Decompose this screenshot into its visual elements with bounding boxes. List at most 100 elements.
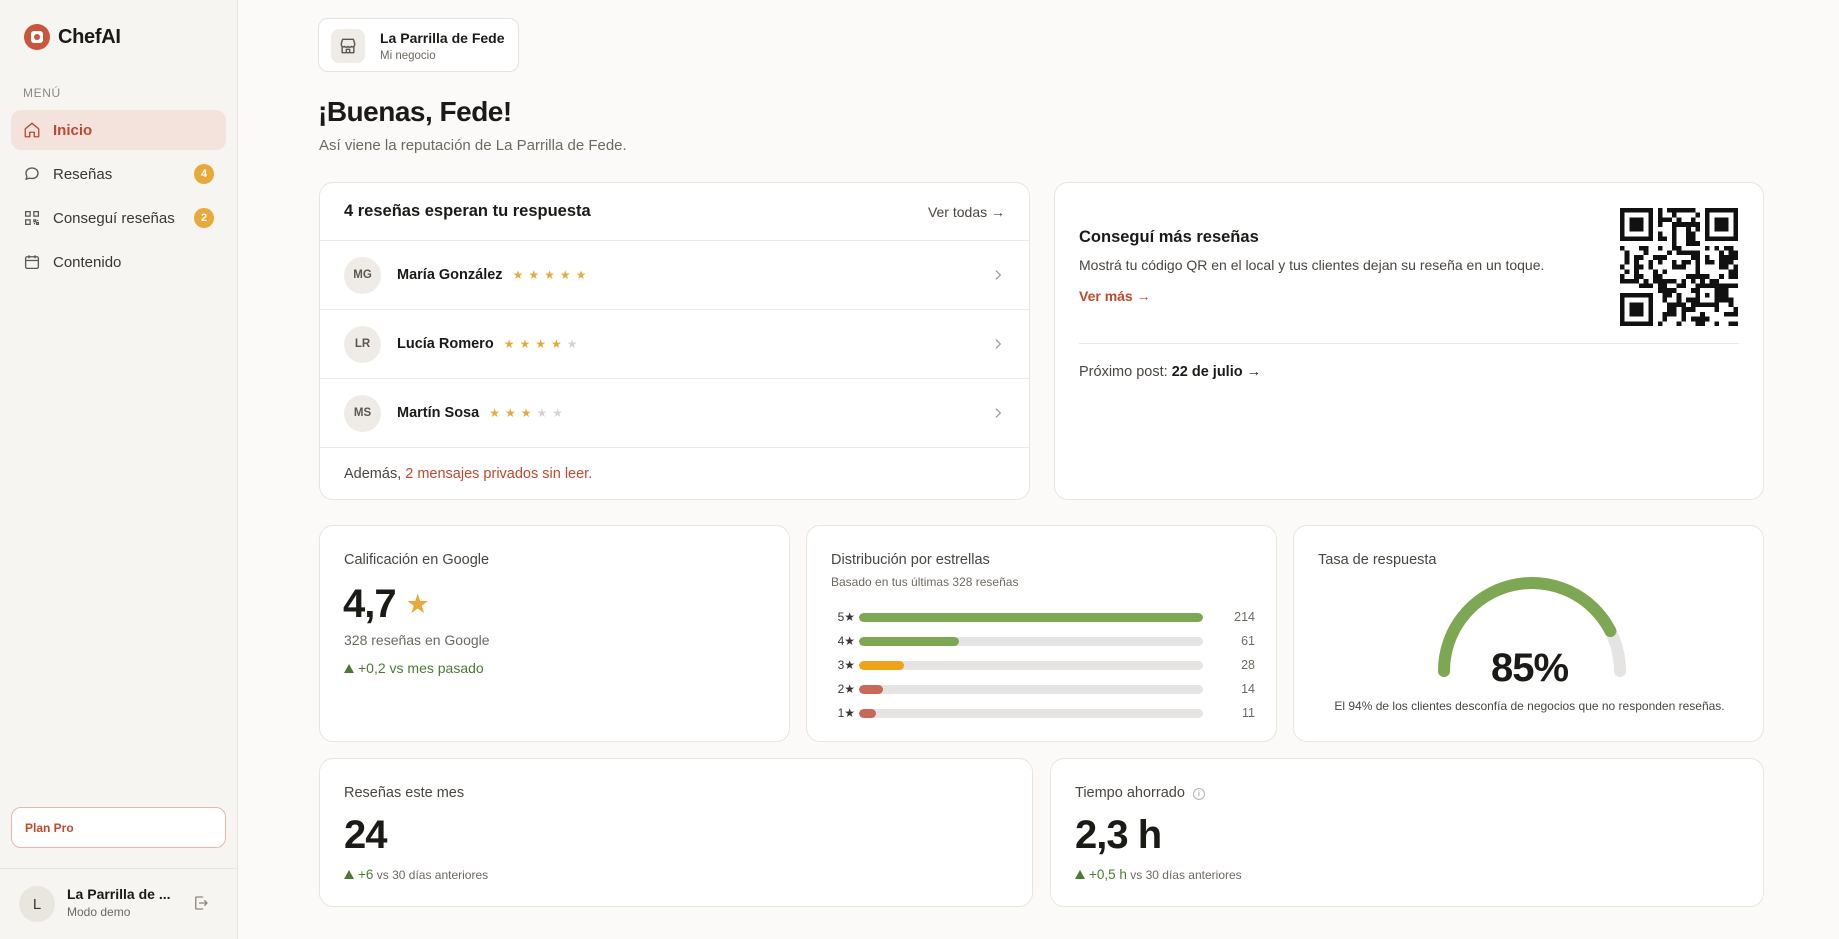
star-icon: ★ — [535, 337, 546, 351]
star-level-label: 2★ — [837, 682, 855, 696]
store-icon — [331, 29, 365, 63]
response-rate-note: El 94% de los clientes desconfía de nego… — [1334, 699, 1725, 713]
bar-track — [859, 660, 1203, 670]
delta-suffix: vs 30 días anteriores — [376, 868, 489, 882]
star-icon: ★ — [489, 406, 500, 420]
distribution-label: Distribución por estrellas — [831, 552, 990, 568]
chat-bubble-icon — [25, 167, 39, 180]
distribution-row: 1★ 11 — [831, 701, 1255, 725]
private-messages-note: Además, 2 mensajes privados sin leer. — [320, 448, 1029, 499]
avatar[interactable]: L — [19, 886, 55, 922]
reviewer-name: Lucía Romero — [397, 336, 494, 352]
star-icon: ★ — [405, 589, 430, 619]
star-rating: ★ ★ ★ ★ ★ — [489, 407, 563, 419]
private-messages-link[interactable]: 2 mensajes privados sin leer. — [405, 466, 593, 482]
reviews-month-value: 24 — [344, 813, 387, 857]
user-profile: L La Parrilla de ... Modo demo — [0, 868, 238, 939]
reviews-month-card: Reseñas este mes 24 +6 vs 30 días anteri… — [319, 758, 1033, 907]
distribution-row: 5★ 214 — [831, 605, 1255, 629]
distribution-bars: 5★ 214 4★ 61 3★ 28 2★ 14 1★ 11 — [831, 605, 1255, 725]
user-name: La Parrilla de ... — [67, 886, 171, 902]
next-post-date-link[interactable]: 22 de julio → — [1171, 364, 1262, 380]
next-post-label: Próximo post: — [1079, 364, 1168, 380]
distribution-subtitle: Basado en tus últimas 328 reseñas — [831, 575, 1019, 589]
star-rating: ★ ★ ★ ★ ★ — [504, 338, 578, 350]
brand[interactable]: ChefAI — [24, 24, 121, 50]
review-row[interactable]: LR Lucía Romero ★ ★ ★ ★ ★ — [320, 310, 1029, 379]
reviews-month-delta: +6 vs 30 días anteriores — [344, 867, 488, 882]
google-rating-card: Calificación en Google 4,7 ★ 328 reseñas… — [319, 525, 790, 742]
trend-up-icon — [344, 870, 354, 879]
view-all-link[interactable]: Ver todas → — [927, 203, 1005, 220]
star-count: 11 — [1242, 706, 1255, 720]
pending-reviews-header: 4 reseñas esperan tu respuesta Ver todas… — [320, 183, 1029, 241]
star-icon: ★ — [503, 337, 515, 351]
bar-track — [859, 684, 1203, 694]
sidebar-nav: Inicio Reseñas 4 Conseguí reseñas 2 Cont… — [11, 110, 226, 286]
page-subtitle: Así viene la reputación de La Parrilla d… — [319, 137, 627, 154]
distribution-row: 2★ 14 — [831, 677, 1255, 701]
sidebar-item-label: Conseguí reseñas — [53, 209, 175, 227]
time-saved-card: Tiempo ahorrado i 2,3 h +0,5 h vs 30 días… — [1050, 758, 1764, 907]
star-level-label: 5★ — [837, 610, 855, 624]
sidebar-item-contenido[interactable]: Contenido — [11, 242, 226, 282]
rating-value: 4,7 ★ — [343, 582, 430, 627]
star-count: 61 — [1241, 634, 1255, 648]
next-post: Próximo post: 22 de julio → — [1079, 364, 1261, 380]
sidebar-item-consegui-resenas[interactable]: Conseguí reseñas 2 — [11, 198, 226, 238]
sidebar-item-label: Contenido — [53, 253, 122, 271]
bar-track — [859, 612, 1203, 622]
distribution-row: 4★ 61 — [831, 629, 1255, 653]
business-selector[interactable]: La Parrilla de Fede Mi negocio — [318, 18, 519, 72]
badge-count: 2 — [194, 208, 214, 228]
distribution-row: 3★ 28 — [831, 653, 1255, 677]
sidebar-item-inicio[interactable]: Inicio — [11, 110, 226, 150]
review-row[interactable]: MS Martín Sosa ★ ★ ★ ★ ★ — [320, 379, 1029, 448]
bar-fill — [859, 636, 959, 646]
brand-name: ChefAI — [58, 25, 121, 48]
rating-delta: +0,2 vs mes pasado — [344, 660, 484, 676]
chevron-right-icon — [995, 270, 1002, 280]
qr-card-description: Mostrá tu código QR en el local y tus cl… — [1079, 257, 1545, 273]
see-more-link[interactable]: Ver más → — [1079, 288, 1151, 304]
qr-code-image[interactable] — [1620, 208, 1738, 326]
pending-reviews-title: 4 reseñas esperan tu respuesta — [344, 202, 591, 220]
business-subtitle: Mi negocio — [380, 50, 436, 62]
delta-value: +0,5 h — [1089, 867, 1127, 882]
sidebar-item-label: Inicio — [53, 121, 93, 139]
sidebar: ChefAI MENÚ Inicio Reseñas 4 Conseguí re… — [0, 0, 238, 939]
trend-up-icon — [1075, 870, 1085, 879]
star-count: 214 — [1234, 610, 1255, 624]
star-icon: ★ — [550, 337, 562, 351]
chevron-right-icon — [995, 339, 1002, 349]
star-icon: ★ — [520, 406, 532, 420]
bar-fill — [859, 684, 884, 694]
bar-track — [859, 636, 1203, 646]
plan-pro-button[interactable]: Plan Pro — [11, 807, 226, 848]
review-row[interactable]: MG María González ★ ★ ★ ★ ★ — [320, 241, 1029, 310]
info-icon[interactable]: i — [1192, 788, 1205, 800]
qr-card: Conseguí más reseñas Mostrá tu código QR… — [1054, 182, 1764, 500]
review-list: MG María González ★ ★ ★ ★ ★ LR Lucía Romero ★ ★ ★ ★ ★… — [320, 241, 1029, 448]
star-level-label: 1★ — [837, 706, 855, 720]
badge-count: 4 — [194, 164, 214, 184]
logout-icon[interactable] — [192, 894, 210, 912]
avatar: MS — [344, 394, 381, 432]
brand-logo-icon — [24, 24, 50, 50]
response-rate-label: Tasa de respuesta — [1318, 552, 1437, 568]
star-icon: ★ — [519, 337, 531, 351]
sidebar-item-resenas[interactable]: Reseñas 4 — [11, 154, 226, 194]
star-level-label: 3★ — [837, 658, 855, 672]
trend-up-icon — [344, 664, 354, 673]
avatar: LR — [344, 325, 381, 363]
star-icon: ★ — [536, 406, 548, 420]
avatar: MG — [344, 256, 381, 294]
time-saved-delta: +0,5 h vs 30 días anteriores — [1075, 867, 1242, 882]
gauge-fill — [1438, 577, 1617, 677]
calendar-icon — [24, 255, 40, 270]
time-saved-label: Tiempo ahorrado — [1075, 785, 1185, 801]
reviewer-name: Martín Sosa — [397, 405, 480, 421]
delta-suffix: vs 30 días anteriores — [1130, 868, 1242, 882]
chevron-right-icon — [995, 408, 1002, 418]
rating-delta-text: +0,2 vs mes pasado — [358, 660, 484, 676]
